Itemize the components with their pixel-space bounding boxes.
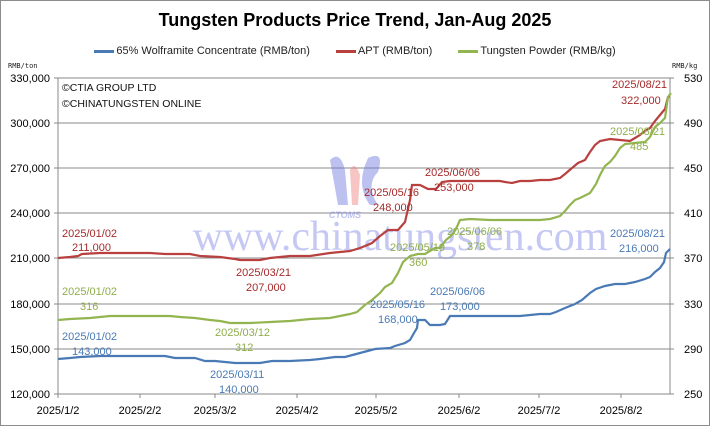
svg-text:2025/6/2: 2025/6/2 [438, 405, 481, 417]
svg-text:210,000: 210,000 [10, 253, 50, 265]
svg-text:2025/8/2: 2025/8/2 [600, 405, 643, 417]
svg-text:2025/01/02: 2025/01/02 [62, 331, 117, 343]
legend-label: Tungsten Powder (RMB/kg) [480, 45, 616, 57]
svg-text:2025/06/06: 2025/06/06 [447, 226, 502, 238]
right-axis: 530 490 450 410 370 330 290 250 [684, 73, 702, 401]
legend-item-tungsten-powder: Tungsten Powder (RMB/kg) [458, 45, 616, 57]
svg-text:322,000: 322,000 [621, 95, 661, 107]
wolframite-annotations: 2025/01/02 143,000 2025/03/11 140,000 20… [62, 228, 665, 396]
svg-text:2025/01/02: 2025/01/02 [62, 286, 117, 298]
watermark: CTOMS www.chinatungsten.com [193, 155, 608, 260]
svg-text:2025/05/16: 2025/05/16 [364, 187, 419, 199]
apt-annotations: 2025/01/02 211,000 2025/03/21 207,000 20… [62, 79, 667, 294]
svg-text:530: 530 [684, 73, 702, 85]
svg-text:2025/3/2: 2025/3/2 [194, 405, 237, 417]
svg-text:140,000: 140,000 [219, 384, 259, 396]
svg-text:www.chinatungsten.com: www.chinatungsten.com [193, 214, 608, 260]
svg-text:312: 312 [235, 342, 253, 354]
svg-text:2025/2/2: 2025/2/2 [119, 405, 162, 417]
legend-swatch-red-icon [335, 49, 356, 53]
svg-text:250: 250 [684, 389, 702, 401]
legend-item-wolframite: 65% Wolframite Concentrate (RMB/ton) [94, 45, 310, 57]
gridlines [54, 77, 674, 398]
svg-text:2025/01/02: 2025/01/02 [62, 228, 117, 240]
series-wolframite-line [57, 248, 671, 365]
svg-text:180,000: 180,000 [10, 299, 50, 311]
svg-text:330,000: 330,000 [10, 73, 50, 85]
chart-legend: 65% Wolframite Concentrate (RMB/ton) APT… [0, 45, 710, 57]
svg-text:150,000: 150,000 [10, 344, 50, 356]
svg-text:143,000: 143,000 [72, 346, 112, 358]
svg-text:2025/4/2: 2025/4/2 [276, 405, 319, 417]
svg-text:410: 410 [684, 208, 702, 220]
svg-text:253,000: 253,000 [434, 182, 474, 194]
svg-text:216,000: 216,000 [619, 243, 659, 255]
svg-text:2025/7/2: 2025/7/2 [518, 405, 561, 417]
right-axis-unit: RMB/kg [672, 62, 698, 70]
copyright-chinatungsten: ©CHINATUNGSTEN ONLINE [62, 98, 202, 110]
svg-text:211,000: 211,000 [72, 242, 111, 254]
legend-label: 65% Wolframite Concentrate (RMB/ton) [116, 45, 310, 57]
svg-text:207,000: 207,000 [246, 282, 286, 294]
svg-text:2025/08/21: 2025/08/21 [610, 126, 665, 138]
svg-text:248,000: 248,000 [373, 202, 413, 214]
watermark-logo-icon [330, 156, 348, 205]
svg-text:2025/05/16: 2025/05/16 [370, 299, 425, 311]
svg-text:2025/06/06: 2025/06/06 [425, 167, 480, 179]
svg-text:2025/06/06: 2025/06/06 [430, 286, 485, 298]
svg-text:2025/08/21: 2025/08/21 [610, 228, 665, 240]
svg-text:330: 330 [684, 299, 702, 311]
left-axis-unit: RMB/ton [8, 62, 38, 70]
copyright-ctia: ©CTIA GROUP LTD [62, 82, 157, 94]
x-axis: 2025/1/2 2025/2/2 2025/3/2 2025/4/2 2025… [37, 405, 643, 417]
legend-swatch-green-icon [458, 49, 479, 53]
svg-text:2025/03/11: 2025/03/11 [210, 369, 264, 381]
legend-label: APT (RMB/ton) [357, 45, 433, 57]
svg-text:485: 485 [630, 141, 648, 153]
svg-text:173,000: 173,000 [440, 301, 480, 313]
series-apt-line [57, 95, 671, 262]
svg-text:270,000: 270,000 [10, 163, 50, 175]
svg-text:290: 290 [684, 344, 702, 356]
svg-text:2025/08/21: 2025/08/21 [612, 79, 667, 91]
svg-text:240,000: 240,000 [10, 208, 50, 220]
svg-text:490: 490 [684, 118, 702, 130]
chart-title: Tungsten Products Price Trend, Jan-Aug 2… [158, 10, 552, 30]
svg-text:2025/05/19: 2025/05/19 [390, 242, 445, 254]
svg-text:2025/03/12: 2025/03/12 [215, 327, 270, 339]
legend-item-apt: APT (RMB/ton) [335, 45, 433, 57]
svg-text:120,000: 120,000 [10, 389, 50, 401]
svg-text:CTOMS: CTOMS [329, 210, 361, 220]
left-axis: 330,000 300,000 270,000 240,000 210,000 … [10, 73, 50, 401]
svg-text:2025/5/2: 2025/5/2 [355, 405, 398, 417]
svg-text:316: 316 [80, 301, 98, 313]
svg-text:450: 450 [684, 163, 702, 175]
series-tungsten-powder-line [57, 92, 672, 325]
svg-text:370: 370 [684, 253, 702, 265]
svg-text:168,000: 168,000 [378, 314, 418, 326]
svg-text:360: 360 [409, 257, 427, 269]
svg-text:378: 378 [467, 241, 485, 253]
powder-annotations: 2025/01/02 316 2025/03/12 312 2025/05/19… [62, 126, 665, 354]
svg-text:2025/03/21: 2025/03/21 [236, 267, 291, 279]
legend-swatch-blue-icon [94, 49, 115, 53]
svg-text:2025/1/2: 2025/1/2 [37, 405, 80, 417]
svg-text:300,000: 300,000 [10, 118, 50, 130]
